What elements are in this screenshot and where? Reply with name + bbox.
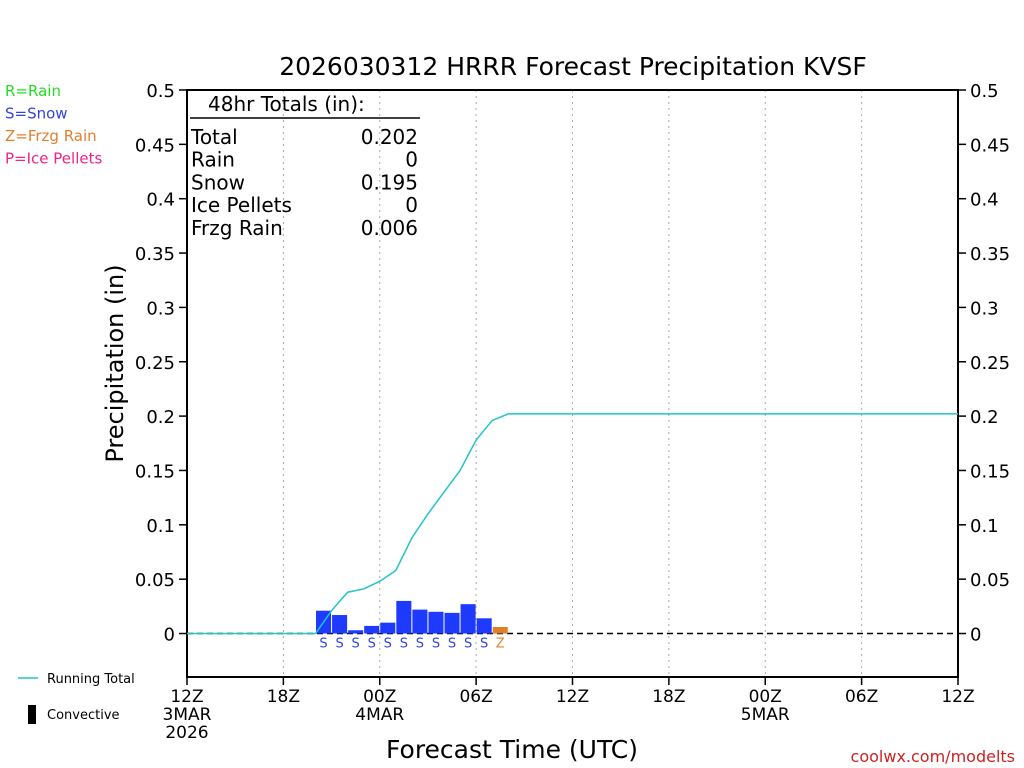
precip-bar: [396, 600, 412, 634]
x-tick-label: 06Z: [459, 687, 492, 707]
precip-type-label: S: [416, 637, 424, 652]
x-date-label: 4MAR: [355, 705, 404, 725]
y-tick-label-left: 0.05: [135, 570, 175, 591]
precip-bar: [332, 615, 348, 634]
totals-heading: 48hr Totals (in):: [208, 92, 365, 116]
x-tick-label: 12Z: [941, 687, 974, 707]
precip-bar: [460, 604, 476, 634]
x-tick-label: 12Z: [170, 687, 203, 707]
y-tick-label-left: 0.3: [146, 298, 175, 319]
x-tick-label: 18Z: [267, 687, 300, 707]
x-tick-label: 18Z: [652, 687, 685, 707]
legend-bar-swatch: [28, 705, 36, 724]
y-axis-left: 0.5 0.45 0.4 0.35 0.3 0.25 0.2 0.15 0.1 0.05 0: [135, 81, 187, 646]
y-tick-label-left: 0: [164, 625, 175, 646]
precip-bar: [476, 618, 492, 634]
y-tick-label-left: 0.5: [146, 81, 175, 102]
precip-type-label: S: [319, 637, 327, 652]
y-tick-label-right: 0.15: [970, 461, 1010, 482]
precip-type-label: S: [464, 637, 472, 652]
precip-bar: [444, 612, 460, 634]
totals-box: 48hr Totals (in): Total 0.202 Rain 0 Snow 0.19…: [190, 92, 420, 240]
totals-row-value: 0: [405, 193, 418, 217]
precip-bar: [412, 609, 428, 634]
y-tick-label-right: 0: [970, 625, 981, 646]
y-tick-label-left: 0.1: [146, 516, 175, 537]
precip-bar: [428, 611, 444, 634]
credit-text: coolwx.com/modelts: [851, 747, 1015, 766]
hourly-precip-bars: [316, 600, 508, 634]
precip-type-legend-item: P=Ice Pellets: [5, 150, 102, 168]
running-total-line: [187, 413, 958, 635]
precip-type-label: S: [352, 637, 360, 652]
precip-bar: [492, 626, 508, 634]
x-date-label: 2026: [165, 723, 208, 743]
precip-type-legend: R=Rain S=Snow Z=Frzg Rain P=Ice Pellets: [5, 82, 102, 168]
precip-type-legend-item: S=Snow: [5, 105, 68, 123]
legend-label: Running Total: [47, 672, 135, 687]
vertical-grid: [282, 90, 863, 677]
y-tick-label-right: 0.5: [970, 81, 999, 102]
totals-row-label: Frzg Rain: [191, 216, 283, 240]
precip-bar: [364, 625, 380, 634]
y-tick-label-left: 0.4: [146, 190, 175, 211]
chart-title: 2026030312 HRRR Forecast Precipitation K…: [279, 52, 867, 81]
y-tick-label-left: 0.15: [135, 461, 175, 482]
precip-type-label: S: [480, 637, 488, 652]
y-axis-right: 0.5 0.45 0.4 0.35 0.3 0.25 0.2 0.15 0.1 0.05 0: [958, 81, 1010, 646]
y-tick-label-right: 0.1: [970, 516, 999, 537]
y-tick-label-left: 0.45: [135, 135, 175, 156]
series-legend: Running Total Convective: [18, 672, 135, 724]
precip-bar: [380, 622, 396, 634]
totals-row-value: 0.195: [361, 170, 418, 194]
x-tick-label: 06Z: [845, 687, 878, 707]
y-tick-label-right: 0.45: [970, 135, 1010, 156]
totals-row-value: 0.202: [361, 125, 418, 149]
precip-type-label: S: [448, 637, 456, 652]
y-tick-label-right: 0.3: [970, 298, 999, 319]
legend-label: Convective: [47, 708, 120, 723]
y-tick-label-right: 0.2: [970, 407, 999, 428]
precip-type-label: S: [368, 637, 376, 652]
precip-type-label: Z: [496, 637, 505, 652]
x-date-label: 3MAR: [163, 705, 212, 725]
y-tick-label-left: 0.25: [135, 353, 175, 374]
totals-row-label: Rain: [191, 148, 235, 172]
x-tick-label: 12Z: [556, 687, 589, 707]
x-axis-label: Forecast Time (UTC): [386, 735, 638, 764]
precip-type-legend-item: R=Rain: [5, 82, 61, 100]
precip-type-legend-item: Z=Frzg Rain: [5, 127, 97, 145]
y-axis-label: Precipitation (in): [101, 264, 129, 462]
totals-row-value: 0: [405, 148, 418, 172]
precip-bar: [348, 630, 364, 634]
precip-type-label: S: [400, 637, 408, 652]
totals-row-label: Total: [190, 125, 238, 149]
totals-row-label: Ice Pellets: [191, 193, 292, 217]
x-tick-label: 00Z: [749, 687, 782, 707]
y-tick-label-right: 0.25: [970, 353, 1010, 374]
precip-type-label: S: [384, 637, 392, 652]
x-tick-label: 00Z: [363, 687, 396, 707]
precip-type-label: S: [335, 637, 343, 652]
totals-row-label: Snow: [191, 170, 245, 194]
precip-type-label: S: [432, 637, 440, 652]
totals-row-value: 0.006: [361, 216, 418, 240]
y-tick-label-left: 0.2: [146, 407, 175, 428]
y-tick-label-right: 0.35: [970, 244, 1010, 265]
y-tick-label-left: 0.35: [135, 244, 175, 265]
y-tick-label-right: 0.05: [970, 570, 1010, 591]
y-tick-label-right: 0.4: [970, 190, 999, 211]
x-date-label: 5MAR: [741, 705, 790, 725]
